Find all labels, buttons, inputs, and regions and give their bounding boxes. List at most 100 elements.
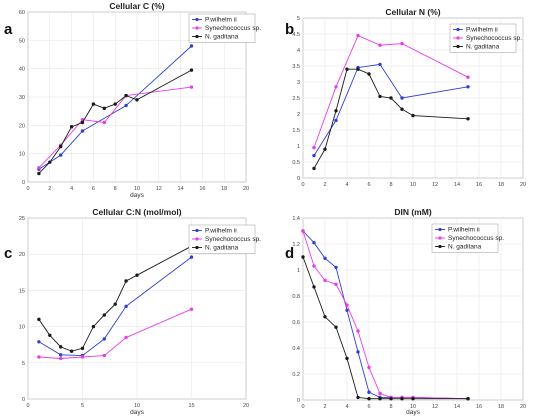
data-point	[59, 153, 63, 157]
x-tick-label: 0	[301, 182, 304, 188]
data-point	[334, 325, 338, 329]
x-axis-label: days	[406, 409, 420, 416]
x-tick-label: 6	[92, 186, 95, 192]
data-point	[91, 324, 96, 329]
x-tick-label: 18	[498, 182, 504, 188]
data-point	[301, 229, 305, 233]
y-tick-label: 0.2	[292, 372, 300, 378]
x-tick-label: 20	[243, 403, 249, 409]
series-line	[313, 63, 469, 156]
data-point	[378, 43, 382, 47]
series-line	[38, 256, 192, 357]
y-tick-label: 2.5	[292, 96, 300, 102]
x-axis-label: days	[130, 409, 144, 416]
legend-label: N. gaditana	[205, 245, 239, 252]
panel-letter: d	[285, 245, 294, 262]
data-point	[312, 264, 316, 268]
x-tick-label: 10	[134, 403, 140, 409]
x-tick-label: 10	[410, 182, 416, 188]
legend-label: Synechococcus sp.	[466, 35, 522, 42]
legend-marker	[438, 244, 442, 249]
data-point	[69, 349, 74, 353]
data-point	[189, 85, 194, 89]
x-tick-label: 2	[323, 404, 326, 410]
data-point	[124, 304, 128, 309]
data-point	[124, 93, 128, 98]
legend-marker	[456, 44, 460, 49]
x-tick-label: 0	[26, 186, 29, 192]
legend-label: P.wilhelm ii	[448, 227, 480, 234]
data-point	[312, 166, 316, 171]
x-axis-label: days	[130, 192, 144, 199]
data-point	[400, 41, 404, 46]
x-tick-label: 6	[367, 182, 370, 188]
x-tick-label: 16	[199, 186, 205, 192]
x-tick-label: 10	[134, 186, 140, 192]
data-point	[334, 282, 338, 286]
y-tick-label: 5	[297, 16, 300, 22]
data-point	[37, 340, 41, 344]
x-tick-label: 20	[243, 186, 249, 192]
data-point	[466, 85, 470, 89]
data-point	[113, 302, 117, 306]
data-point	[135, 98, 139, 102]
data-point	[400, 107, 404, 111]
data-point	[48, 160, 52, 164]
y-tick-label: 1	[297, 144, 300, 150]
data-point	[345, 67, 349, 71]
legend-marker	[195, 17, 199, 22]
data-point	[400, 96, 404, 100]
data-point	[323, 278, 327, 283]
data-point	[189, 307, 194, 311]
y-tick-label: 1.5	[292, 128, 300, 134]
data-point	[466, 397, 470, 401]
data-point	[356, 67, 360, 71]
series-line	[38, 86, 192, 169]
legend-label: N. gaditana	[205, 34, 239, 41]
series-line	[302, 230, 469, 400]
data-point	[345, 303, 349, 307]
data-point	[312, 153, 316, 158]
legend-label: P.wilhelm ii	[205, 228, 237, 235]
legend-label: Synechococcus sp.	[448, 235, 504, 242]
panel-d: 0 2 4 6 8 10 12 14 16 18 20 0 0.2 0.4 0.6 0.8 1 1.2 1.4 DIN…	[285, 207, 526, 416]
y-tick-label: 1	[297, 268, 300, 274]
data-point	[378, 397, 382, 401]
legend-marker	[438, 227, 442, 232]
data-point	[334, 109, 338, 113]
y-tick-label: 25	[19, 216, 25, 222]
data-point	[59, 356, 63, 361]
panel-letter: a	[4, 21, 13, 38]
data-point	[323, 315, 327, 319]
x-tick-label: 12	[432, 182, 438, 188]
data-point	[69, 125, 74, 129]
x-tick-label: 14	[178, 186, 184, 192]
legend-marker	[195, 228, 199, 233]
data-point	[80, 120, 85, 125]
data-point	[102, 337, 107, 341]
data-point	[312, 241, 316, 245]
x-tick-label: 4	[345, 404, 348, 410]
y-tick-label: 20	[19, 123, 25, 129]
legend-label: P.wilhelm ii	[205, 17, 237, 24]
data-point	[378, 391, 382, 396]
y-tick-label: 3	[297, 80, 300, 86]
x-tick-label: 18	[498, 404, 504, 410]
legend-marker	[456, 27, 460, 32]
data-point	[356, 395, 360, 400]
data-point	[356, 329, 360, 333]
data-point	[59, 353, 63, 357]
y-tick-label: 0	[22, 397, 25, 403]
data-point	[334, 265, 338, 270]
data-point	[135, 273, 139, 277]
data-point	[312, 145, 316, 150]
series-line	[302, 256, 468, 400]
data-point	[80, 129, 85, 133]
x-tick-label: 16	[476, 404, 482, 410]
panel-letter: b	[285, 21, 294, 38]
y-tick-label: 0	[297, 176, 300, 182]
x-tick-label: 18	[221, 186, 227, 192]
y-tick-label: 0	[297, 398, 300, 404]
